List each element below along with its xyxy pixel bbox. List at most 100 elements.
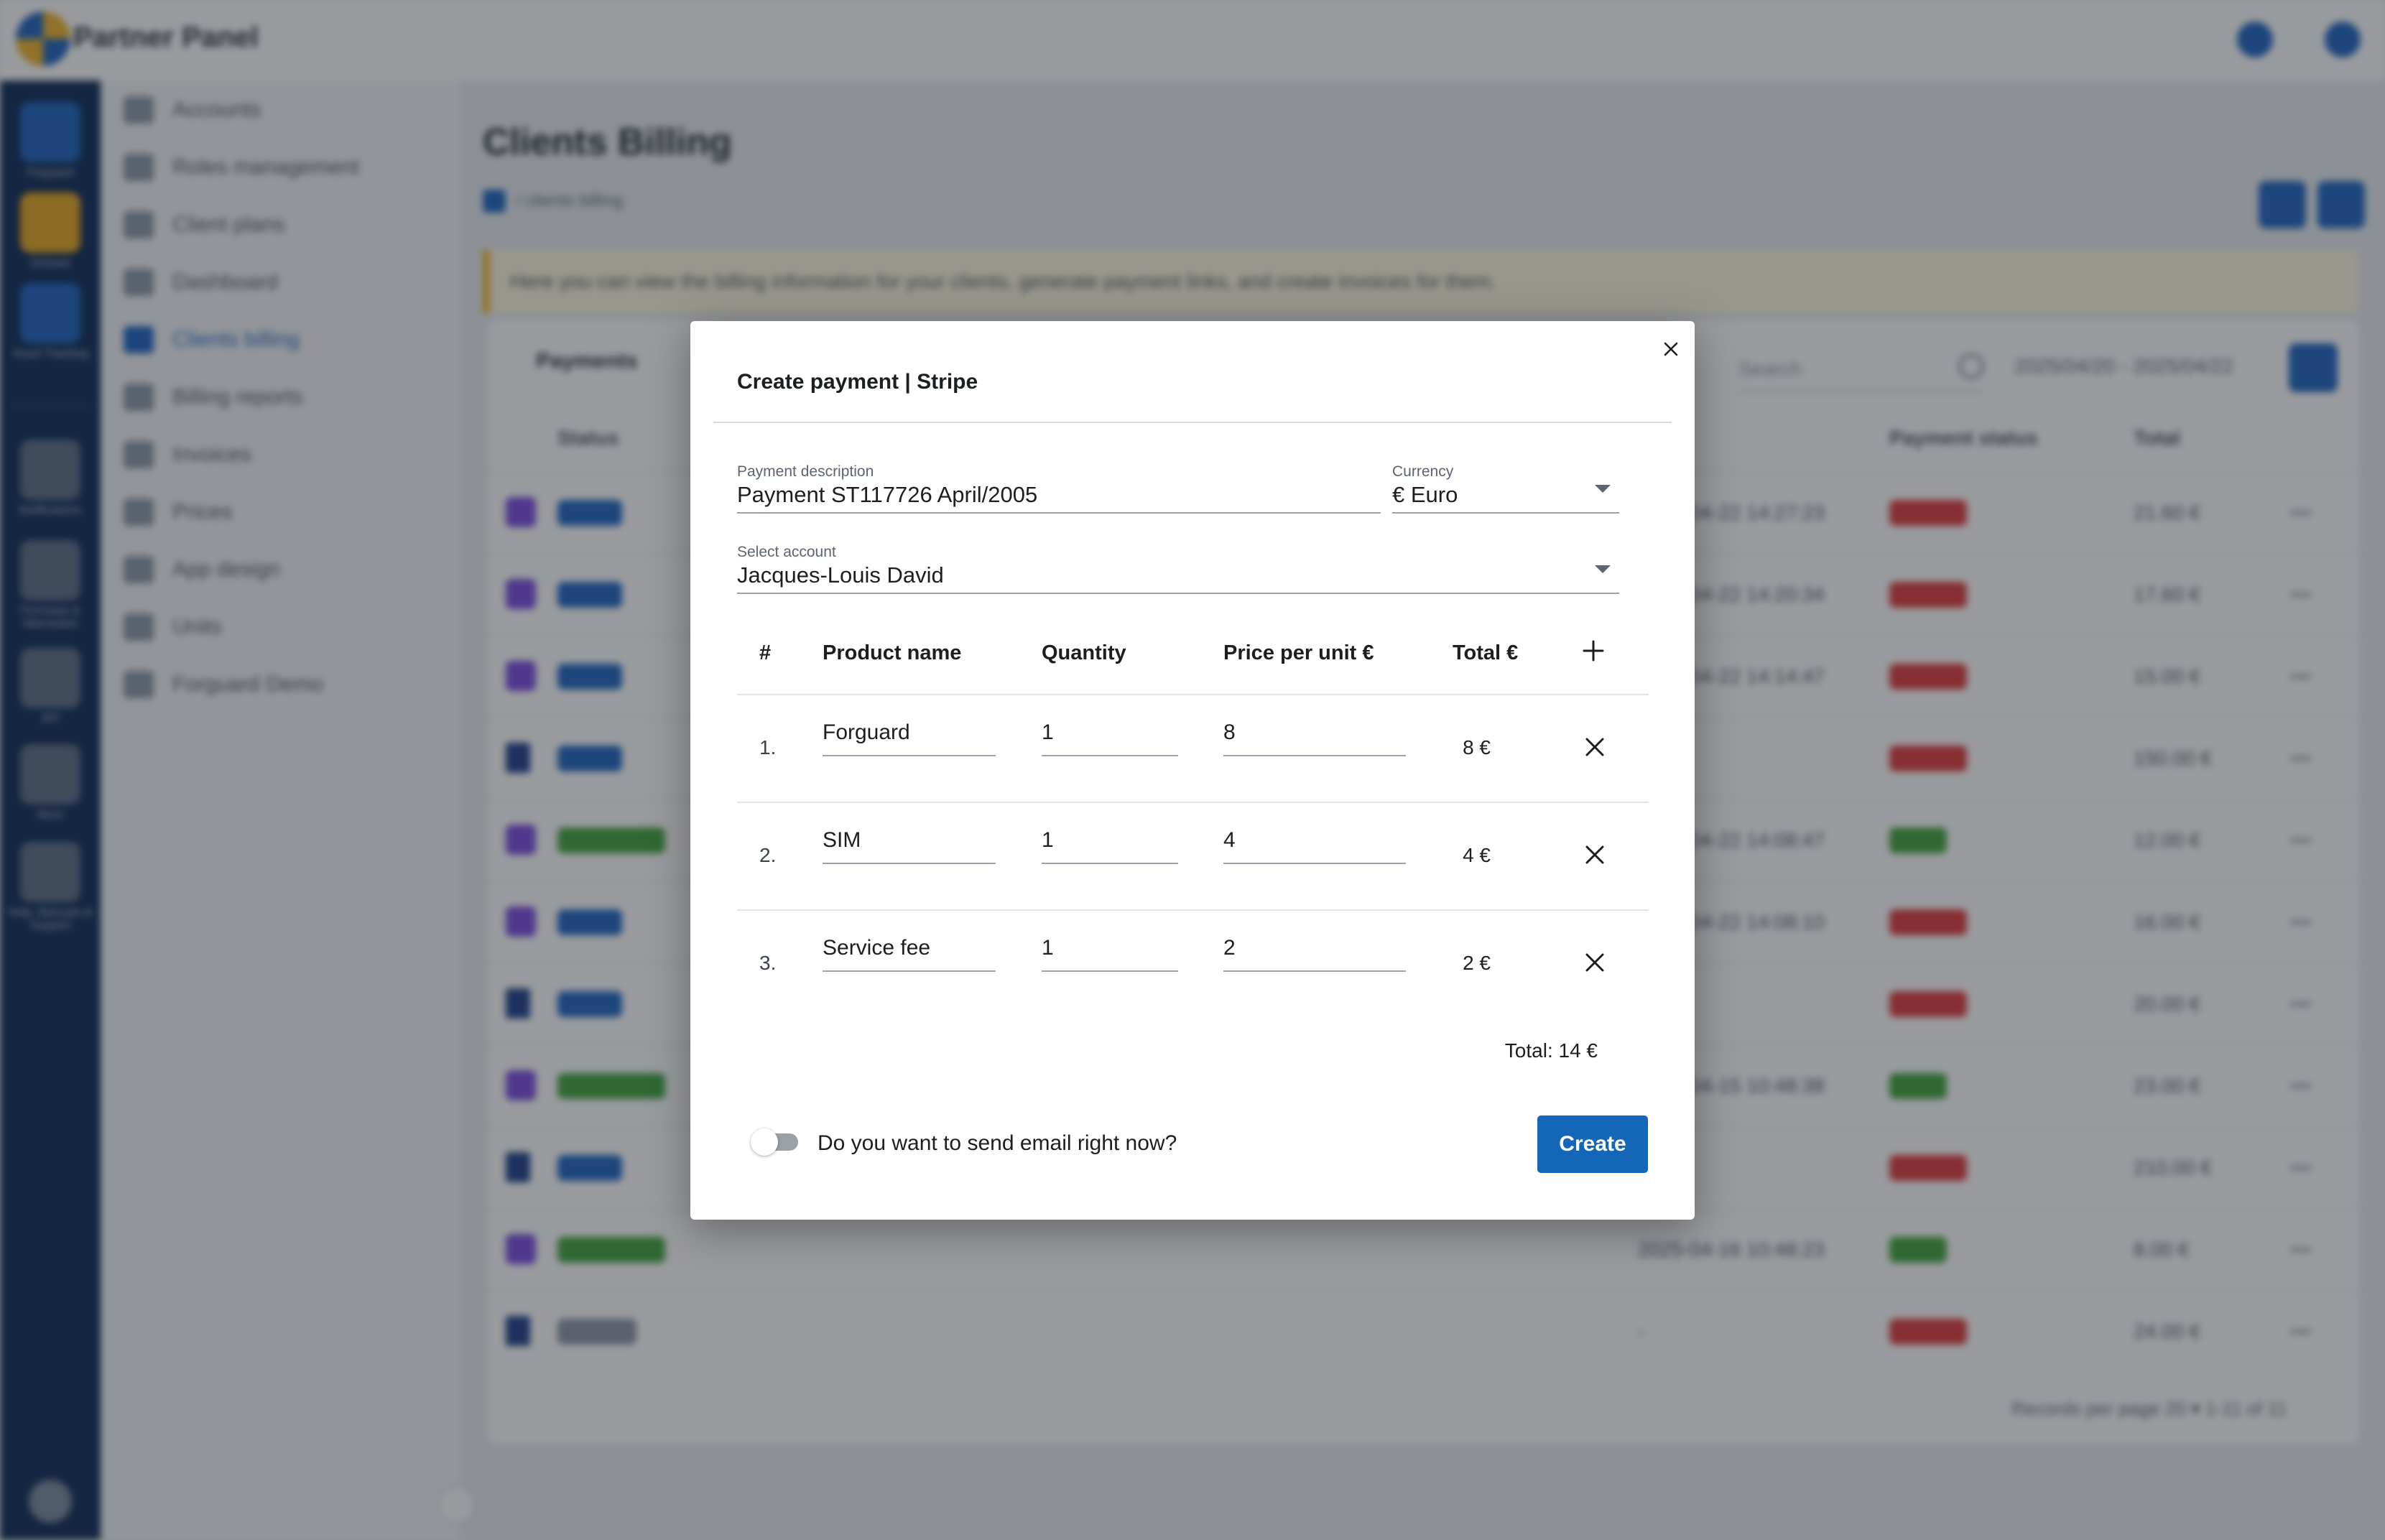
payment-status-badge: [1889, 1073, 1947, 1099]
rail-purchase[interactable]: [20, 540, 80, 600]
rail-forguard[interactable]: [20, 102, 80, 162]
grand-total: Total: 14 €: [1504, 1039, 1598, 1062]
row-total: 23.00 €: [2134, 1075, 2201, 1097]
row-number: 1.: [759, 736, 777, 759]
user-avatar[interactable]: [29, 1480, 72, 1523]
submenu-item-app-design[interactable]: App design: [124, 553, 280, 586]
tab-payments[interactable]: Payments: [536, 349, 638, 373]
submenu-item-roles[interactable]: Roles management: [124, 151, 359, 184]
units-icon: [124, 613, 154, 641]
row-date: 2025-04-16 10:48:23: [1638, 1238, 1825, 1261]
more-icon[interactable]: •••: [2290, 1238, 2312, 1261]
status-badge: [557, 500, 622, 526]
price-input[interactable]: 4: [1223, 817, 1406, 864]
column-header[interactable]: Status: [557, 427, 619, 449]
rail-notifications[interactable]: [20, 440, 80, 500]
shield-icon: [483, 190, 506, 213]
product-name-input[interactable]: Service fee: [823, 924, 996, 972]
column-header-product: Product name: [823, 641, 962, 664]
rail-asset-tracking[interactable]: [20, 283, 80, 343]
row-total: 21.60 €: [2134, 501, 2201, 524]
add-row-button[interactable]: [1575, 633, 1611, 669]
delete-row-button[interactable]: [1578, 838, 1611, 871]
quantity-input[interactable]: 1: [1042, 709, 1178, 756]
field-value: Payment ST117726 April/2005: [737, 482, 1038, 507]
date-range-picker[interactable]: 2025/04/20 - 2025/04/22: [2014, 355, 2234, 377]
submenu-item-units[interactable]: Units: [124, 611, 221, 644]
stripe-icon: [506, 906, 536, 937]
export-button[interactable]: [2259, 181, 2306, 228]
more-icon[interactable]: •••: [2290, 501, 2312, 524]
more-icon[interactable]: •••: [2290, 747, 2312, 769]
payment-status-badge: [1889, 1155, 1967, 1181]
collapse-sidebar-button[interactable]: [437, 1485, 476, 1524]
submenu-label: Accounts: [172, 98, 261, 121]
account-select[interactable]: Select account Jacques-Louis David: [737, 544, 1619, 594]
delete-row-button[interactable]: [1578, 946, 1611, 979]
create-button[interactable]: Create: [1537, 1115, 1648, 1173]
paypal-icon: [506, 1152, 530, 1182]
row-total: 17.60 €: [2134, 583, 2201, 606]
submenu-item-invoices[interactable]: Invoices: [124, 438, 251, 471]
price-input[interactable]: 2: [1223, 924, 1406, 972]
breadcrumb-text[interactable]: / clients billing: [516, 191, 624, 210]
more-icon[interactable]: •••: [2290, 1075, 2312, 1097]
delete-row-button[interactable]: [1578, 730, 1611, 764]
more-icon[interactable]: •••: [2290, 665, 2312, 687]
column-header[interactable]: Total: [2134, 427, 2180, 449]
search-input[interactable]: Search: [1738, 342, 1983, 392]
field-value: € Euro: [1392, 482, 1458, 507]
column-header-price: Price per unit €: [1223, 641, 1374, 664]
submenu-label: Roles management: [172, 155, 360, 179]
submenu-item-prices[interactable]: Prices: [124, 496, 232, 529]
more-icon[interactable]: •••: [2290, 829, 2312, 851]
more-icon[interactable]: •••: [2290, 583, 2312, 606]
add-payment-button[interactable]: [2289, 343, 2338, 392]
quantity-input[interactable]: 1: [1042, 924, 1178, 972]
submenu-item-dashboard[interactable]: Dashboard: [124, 266, 278, 299]
payment-description-field[interactable]: Payment description Payment ST117726 Apr…: [737, 463, 1381, 514]
close-icon: [1664, 342, 1678, 356]
rail-ontrack[interactable]: [20, 192, 80, 253]
column-header[interactable]: Payment status: [1889, 427, 2038, 449]
table-row[interactable]: - 24.00 € •••: [488, 1290, 2359, 1372]
chat-icon[interactable]: [2237, 22, 2273, 57]
more-icon[interactable]: •••: [2290, 993, 2312, 1015]
more-icon[interactable]: •••: [2290, 1320, 2312, 1342]
logout-icon[interactable]: [2325, 22, 2361, 57]
rail-help[interactable]: [20, 842, 80, 902]
submenu-label: Dashboard: [172, 270, 278, 294]
row-total: 150.00 €: [2134, 747, 2212, 769]
rail-more[interactable]: [20, 744, 80, 804]
more-icon[interactable]: •••: [2290, 1156, 2312, 1179]
submenu-item-accounts[interactable]: Accounts: [124, 93, 261, 126]
app-rail: Forguard Ontrack Asset Tracking Notifica…: [0, 80, 101, 1540]
x-icon: [1585, 953, 1604, 972]
more-icon[interactable]: •••: [2290, 911, 2312, 933]
submenu-item-billing-reports[interactable]: Billing reports: [124, 381, 303, 414]
quantity-input[interactable]: 1: [1042, 817, 1178, 864]
submenu-label: Billing reports: [172, 385, 303, 409]
stripe-icon: [506, 1234, 536, 1264]
close-button[interactable]: [1653, 331, 1689, 367]
row-total: 4 €: [1463, 844, 1491, 866]
pagination[interactable]: Records per page 20 ▾ 1-11 of 11: [2011, 1398, 2287, 1419]
divider: [737, 694, 1649, 695]
currency-select[interactable]: Currency € Euro: [1392, 463, 1619, 514]
send-email-toggle[interactable]: [751, 1128, 801, 1156]
payment-status-badge: [1889, 500, 1967, 526]
submenu-item-forguard-demo[interactable]: Forguard Demo: [124, 668, 323, 701]
plans-icon: [124, 211, 154, 238]
submenu-item-client-plans[interactable]: Client plans: [124, 208, 285, 241]
submenu-label: Prices: [172, 500, 233, 524]
rail-api[interactable]: [20, 648, 80, 708]
product-name-input[interactable]: Forguard: [823, 709, 996, 756]
submenu-item-clients-billing[interactable]: Clients billing: [124, 323, 300, 356]
row-total: 210.00 €: [2134, 1156, 2212, 1179]
search-icon[interactable]: [1958, 353, 1984, 379]
column-header-total: Total €: [1453, 641, 1519, 664]
product-name-input[interactable]: SIM: [823, 817, 996, 864]
price-input[interactable]: 8: [1223, 709, 1406, 756]
stripe-icon: [506, 661, 536, 691]
settings-button[interactable]: [2317, 181, 2365, 228]
